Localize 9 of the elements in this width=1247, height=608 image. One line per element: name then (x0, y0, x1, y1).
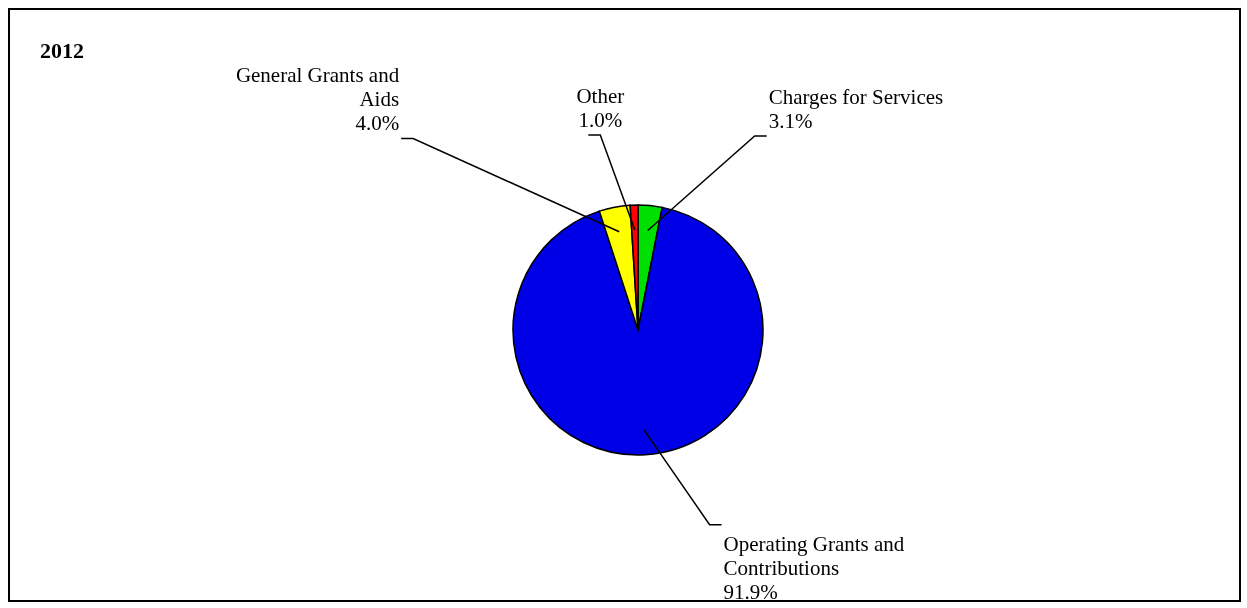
slice-label: General Grants and Aids (235, 63, 400, 112)
data-label: 91.9% (723, 579, 778, 604)
data-label: 4.0% (355, 111, 400, 136)
slice-label: Charges for Services (768, 84, 944, 109)
slice-label: Operating Grants and Contributions (723, 531, 905, 580)
chart-title: 2012 (40, 38, 84, 64)
slice-label: Other (576, 84, 625, 109)
data-label: 1.0% (578, 108, 623, 133)
data-label: 3.1% (768, 108, 813, 133)
